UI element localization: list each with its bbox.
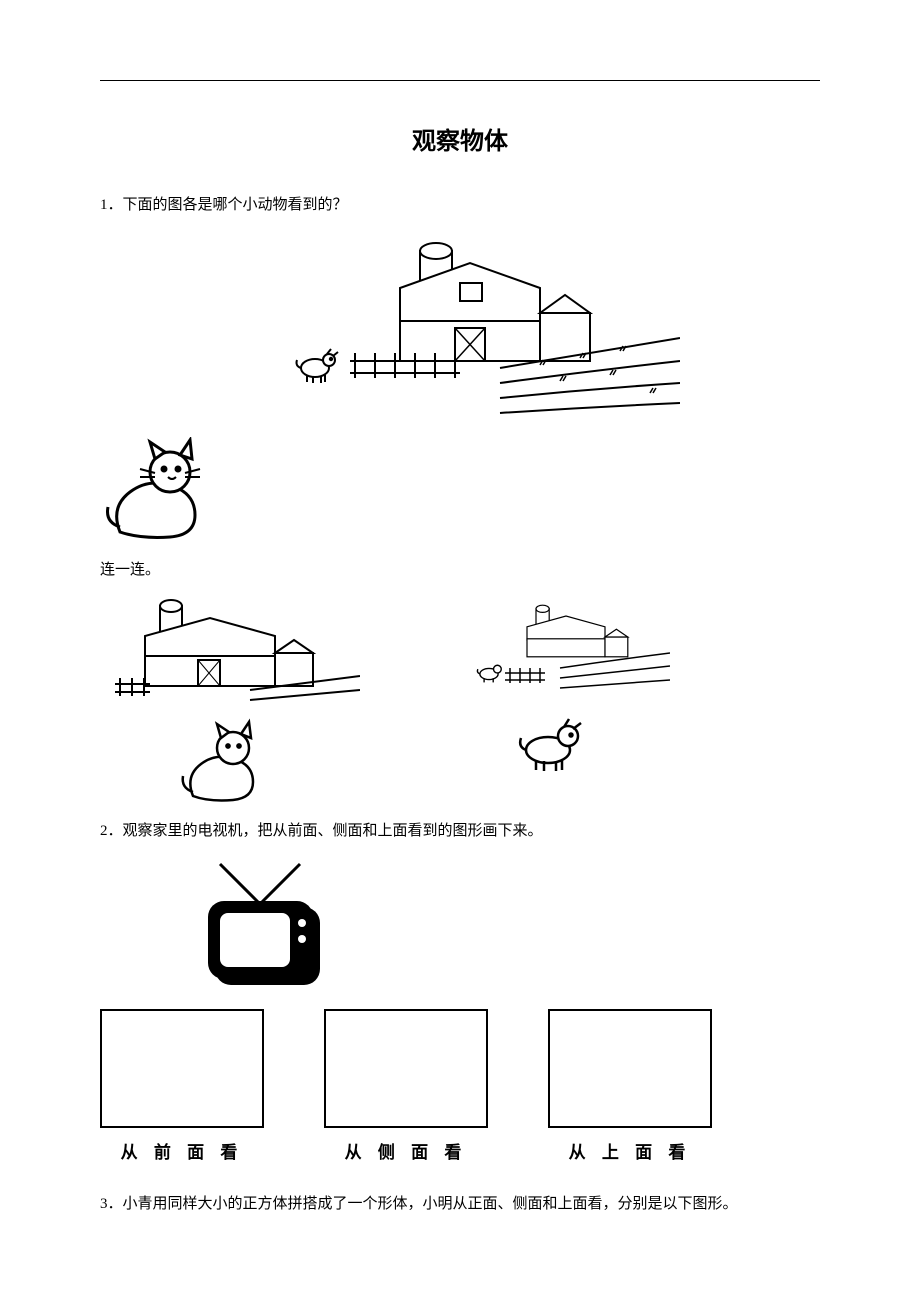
- q1-subtext: 连一连。: [100, 557, 820, 584]
- farm-far-view: [440, 598, 670, 698]
- q1-match-right-column: [440, 598, 670, 808]
- q1-main-scene: [100, 233, 820, 423]
- q2-box-top: 从 上 面 看: [548, 1009, 712, 1163]
- farm-close-view: [100, 598, 360, 708]
- q2-answer-boxes: 从 前 面 看 从 侧 面 看 从 上 面 看: [100, 1009, 820, 1163]
- q2-box-front: 从 前 面 看: [100, 1009, 264, 1163]
- cat-illustration: [100, 437, 220, 547]
- q1-match-left-column: [100, 598, 360, 808]
- top-horizontal-rule: [100, 80, 820, 81]
- dog-small: [510, 708, 600, 778]
- q2-box-side: 从 侧 面 看: [324, 1009, 488, 1163]
- worksheet-page: 观察物体 1．下面的图各是哪个小动物看到的？: [0, 0, 920, 1302]
- page-title: 观察物体: [100, 121, 820, 156]
- question-3-text: 3．小青用同样大小的正方体拼搭成了一个形体，小明从正面、侧面和上面看，分别是以下…: [100, 1191, 820, 1218]
- q1-cat-observer: [100, 437, 220, 547]
- question-2-text: 2．观察家里的电视机，把从前面、侧面和上面看到的图形画下来。: [100, 818, 820, 845]
- q2-tv-illustration: [180, 859, 340, 999]
- q1-match-row: [100, 598, 820, 808]
- draw-box-front[interactable]: [100, 1009, 264, 1128]
- label-front: 从 前 面 看: [121, 1138, 244, 1163]
- tv-icon: [180, 859, 340, 999]
- draw-box-side[interactable]: [324, 1009, 488, 1128]
- draw-box-top[interactable]: [548, 1009, 712, 1128]
- question-1-text: 1．下面的图各是哪个小动物看到的？: [100, 192, 820, 219]
- label-top: 从 上 面 看: [569, 1138, 692, 1163]
- label-side: 从 侧 面 看: [345, 1138, 468, 1163]
- cat-small: [175, 718, 285, 808]
- farm-scene-illustration: [240, 233, 680, 423]
